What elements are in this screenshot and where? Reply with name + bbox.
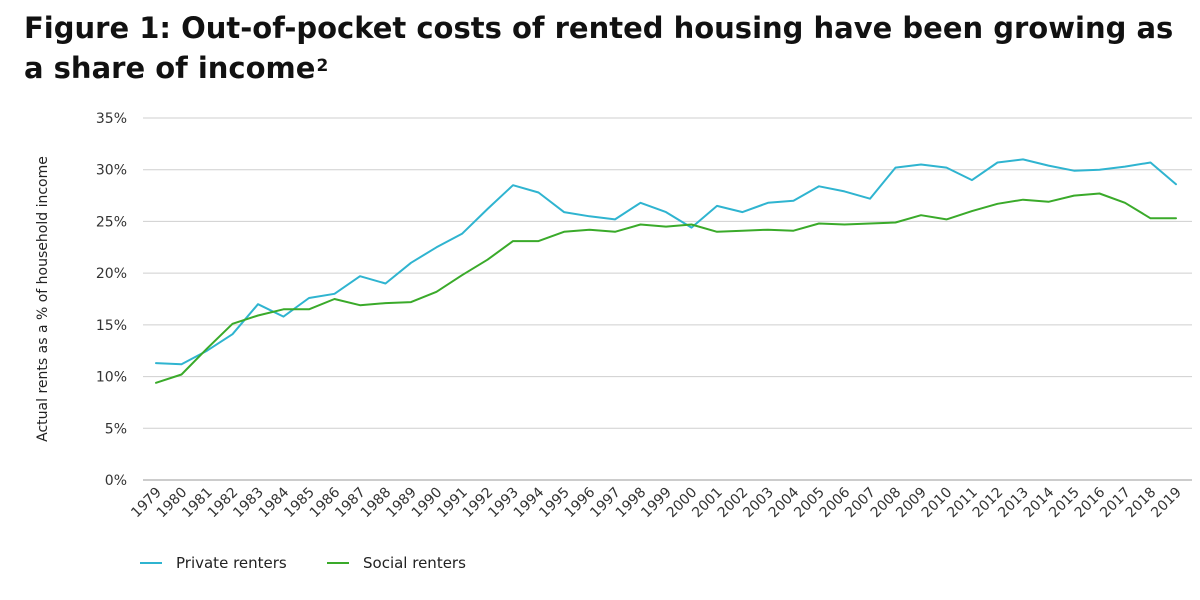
title-footnote-marker: 2 <box>316 56 329 76</box>
y-tick-label: 10% <box>96 370 127 386</box>
chart-title-text: Figure 1: Out-of-pocket costs of rented … <box>24 11 1174 85</box>
y-axis-label: Actual rents as a % of household income <box>35 156 51 442</box>
y-tick-label: 0% <box>105 473 127 489</box>
legend-item-social-renters: Social renters <box>327 554 466 572</box>
y-tick-label: 15% <box>96 318 127 334</box>
y-tick-label: 25% <box>96 214 127 230</box>
series-line-private-renters <box>155 158 1177 366</box>
y-tick-label: 35% <box>96 111 127 127</box>
y-tick-label: 20% <box>96 266 127 282</box>
y-tick-label: 30% <box>96 163 127 179</box>
x-axis-ticks: 1979198019811982198319841985198619871988… <box>128 484 1185 521</box>
y-tick-label: 5% <box>105 421 127 437</box>
legend-item-private-renters: Private renters <box>140 554 287 572</box>
gridlines <box>143 117 1192 481</box>
legend-label: Private renters <box>176 554 287 572</box>
series-layer <box>155 158 1177 384</box>
legend: Private renters Social renters <box>140 554 466 572</box>
chart-title: Figure 1: Out-of-pocket costs of rented … <box>24 8 1184 88</box>
legend-label: Social renters <box>363 554 466 572</box>
series-line-social-renters <box>155 192 1177 384</box>
y-axis-ticks: 0% 5% 10% 15% 20% 25% 30% 35% <box>96 111 127 489</box>
x-tick-label: 2019 <box>1148 485 1185 522</box>
